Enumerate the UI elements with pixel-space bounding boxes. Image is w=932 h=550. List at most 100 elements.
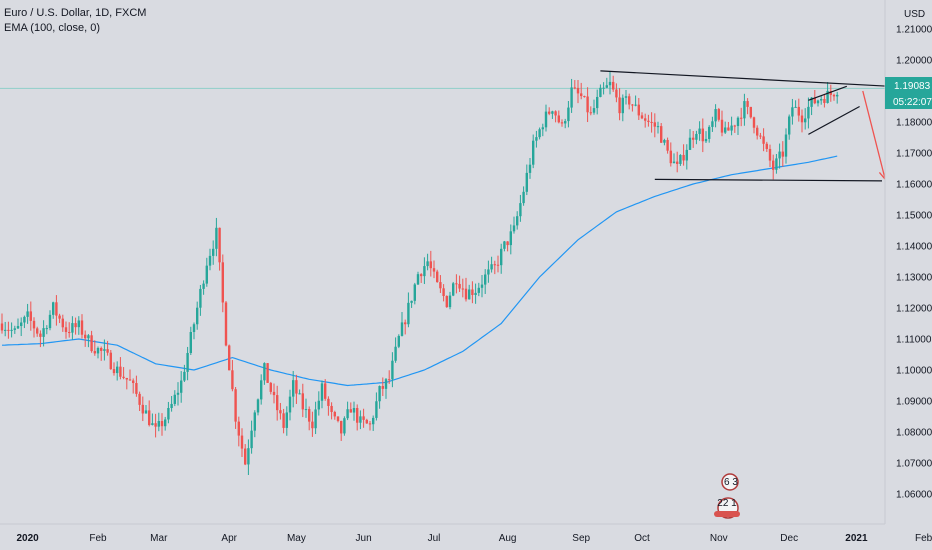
candle-body [544, 111, 548, 128]
candle [436, 269, 439, 283]
candle-body [525, 172, 528, 192]
event-flag-icon[interactable] [721, 473, 739, 491]
candle-body [400, 322, 404, 336]
price-tick-label: 1.09000 [896, 397, 932, 408]
time-axis[interactable] [0, 523, 932, 550]
candle [749, 106, 752, 119]
candle-body [381, 386, 384, 389]
time-axis-background [0, 524, 932, 550]
candle-body [4, 329, 7, 331]
candle-body [711, 121, 714, 127]
events-layer[interactable]: 6 3 22 1 [714, 473, 740, 519]
candle [106, 340, 109, 356]
candle-body [570, 87, 573, 108]
candle-body [727, 127, 730, 131]
time-tick-label: Oct [634, 533, 650, 544]
candle-body [253, 412, 256, 431]
candle [52, 301, 55, 319]
candle-body [68, 332, 71, 334]
candle-body [586, 96, 589, 113]
candle [48, 310, 52, 331]
candle [228, 344, 231, 371]
candle [682, 144, 685, 166]
candle [122, 367, 125, 380]
candle-body [135, 383, 138, 394]
candle [381, 377, 384, 397]
candle [589, 106, 592, 116]
candle-body [653, 122, 656, 127]
candle-body [794, 106, 797, 108]
candle [644, 113, 647, 128]
candle [144, 405, 148, 414]
candle [212, 240, 215, 265]
candle [71, 316, 74, 340]
candle-body [74, 323, 77, 328]
candle [394, 337, 397, 363]
candle [151, 413, 154, 426]
candle [58, 313, 61, 324]
candle-body [768, 148, 772, 161]
candle [26, 303, 29, 324]
candle [640, 112, 644, 120]
indicator-title[interactable]: EMA (100, close, 0) [4, 22, 100, 34]
candle-body [496, 264, 500, 266]
candle-body [356, 408, 359, 423]
candle-body [23, 316, 26, 323]
candle-body [423, 266, 426, 277]
candle-body [397, 335, 400, 347]
symbol-title[interactable]: Euro / U.S. Dollar, 1D, FXCM [4, 7, 147, 19]
candle-body [567, 107, 570, 122]
candle-body [388, 379, 391, 381]
trendline-descending-resistance[interactable] [600, 70, 932, 90]
candle-body [122, 376, 125, 378]
candle [336, 416, 340, 423]
candle-body [829, 90, 832, 95]
candle-body [45, 328, 48, 330]
candle [624, 90, 628, 105]
candle-body [276, 395, 279, 411]
candle-body [301, 393, 304, 410]
candle [631, 103, 634, 112]
candle-body [394, 346, 397, 361]
candle [77, 316, 80, 335]
candle [247, 439, 250, 476]
candle-body [512, 225, 516, 232]
candle-body [100, 348, 103, 351]
candle [413, 282, 416, 305]
projection-arrow[interactable] [862, 90, 886, 180]
trendline-wedge-upper[interactable] [808, 85, 848, 101]
candle-body [621, 97, 624, 114]
trendlines-layer[interactable] [600, 70, 932, 182]
candle [7, 321, 10, 339]
candle-body [448, 295, 452, 308]
candle [490, 256, 493, 273]
candle-body [791, 107, 794, 117]
candle [343, 416, 346, 436]
candle-body [77, 320, 80, 328]
candle [196, 301, 199, 330]
candle [333, 410, 336, 420]
chart-legend[interactable]: Euro / U.S. Dollar, 1D, FXCM EMA (100, c… [4, 6, 146, 36]
candle-body [682, 154, 685, 161]
candle-body [71, 323, 74, 333]
candle [580, 82, 583, 100]
candle [567, 100, 570, 128]
candle-body [10, 329, 13, 331]
candle [192, 322, 196, 340]
candle [471, 281, 474, 304]
candle-body [765, 143, 768, 149]
candle [132, 378, 135, 394]
candle [64, 321, 68, 339]
trendline-horizontal-support[interactable] [654, 178, 883, 182]
candle [314, 401, 317, 435]
time-tick-label: Aug [499, 533, 517, 544]
candle [618, 88, 621, 121]
candle-body [807, 106, 810, 119]
candle-body [781, 151, 784, 157]
trendline-wedge-lower[interactable] [808, 105, 860, 135]
candle [765, 141, 768, 152]
candle-body [522, 191, 525, 204]
candle [186, 346, 189, 381]
candle-body [519, 203, 522, 217]
